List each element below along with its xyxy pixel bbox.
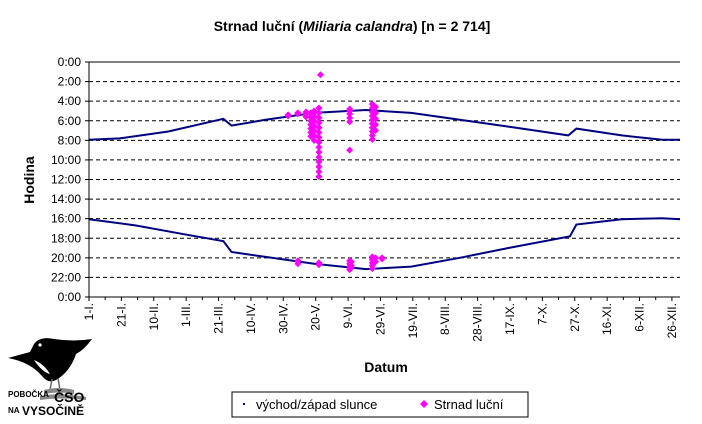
x-tick-label: 20-V. bbox=[309, 303, 323, 331]
logo-text-na: NA bbox=[8, 406, 20, 415]
observation-point bbox=[315, 153, 323, 161]
legend-diamond-marker bbox=[420, 400, 428, 408]
x-tick-label: 1-I. bbox=[82, 303, 96, 320]
organisation-logo: POBOČKA ČSO NA VYSOČINĚ bbox=[8, 338, 92, 418]
observation-point bbox=[315, 119, 323, 127]
x-tick-label: 28-VIII. bbox=[471, 303, 485, 342]
y-tick-label: 10:00 bbox=[51, 153, 81, 167]
y-tick-label: 0:00 bbox=[58, 290, 82, 304]
x-tick-label: 10-IV. bbox=[244, 303, 258, 334]
y-tick-label: 12:00 bbox=[51, 173, 81, 187]
y-tick-label: 22:00 bbox=[51, 270, 81, 284]
y-axis-title: Hodina bbox=[21, 156, 37, 204]
bird-observations bbox=[284, 71, 386, 274]
x-tick-label: 7-X. bbox=[535, 303, 549, 325]
observation-point bbox=[315, 114, 323, 122]
sun-lines bbox=[88, 108, 681, 271]
observation-point bbox=[315, 163, 323, 171]
x-tick-label: 19-VII. bbox=[406, 303, 420, 338]
legend-label-sun: východ/západ slunce bbox=[256, 397, 377, 412]
y-tick-label: 20:00 bbox=[51, 251, 81, 265]
x-tick-label: 17-IX. bbox=[503, 303, 517, 335]
bird-logo-icon bbox=[8, 338, 92, 400]
y-tick-label: 4:00 bbox=[58, 94, 82, 108]
observation-point bbox=[294, 260, 302, 268]
x-tick-marks bbox=[88, 297, 673, 301]
observation-point bbox=[346, 114, 354, 122]
y-tick-label: 0:00 bbox=[58, 55, 82, 69]
observation-point bbox=[315, 109, 323, 117]
chart-title: Strnad luční (Miliaria calandra) [n = 2 … bbox=[214, 18, 491, 34]
observation-point bbox=[368, 131, 376, 139]
observation-point bbox=[315, 148, 323, 156]
x-tick-label: 26-XII. bbox=[665, 303, 679, 338]
observation-point bbox=[368, 135, 376, 143]
observation-point bbox=[346, 110, 354, 118]
plot-area bbox=[85, 61, 681, 301]
logo-text-cso: ČSO bbox=[54, 388, 84, 405]
observation-point bbox=[315, 138, 323, 146]
observation-point bbox=[346, 118, 354, 126]
x-tick-label: 30-IV. bbox=[276, 303, 290, 334]
observation-point bbox=[372, 127, 380, 135]
sunset-line bbox=[88, 217, 681, 271]
observation-point bbox=[307, 121, 315, 129]
logo-text-pobocka: POBOČKA bbox=[8, 390, 49, 399]
observation-point bbox=[372, 115, 380, 123]
observation-point bbox=[372, 109, 380, 117]
observation-point bbox=[317, 71, 325, 79]
x-tick-label: 10-II. bbox=[147, 303, 161, 330]
x-tick-label: 27-X. bbox=[568, 303, 582, 332]
x-tick-label: 29-VI. bbox=[373, 303, 387, 335]
observation-point bbox=[347, 264, 355, 272]
observation-point bbox=[284, 112, 292, 120]
x-tick-label: 21-I. bbox=[114, 303, 128, 327]
x-axis-title: Datum bbox=[364, 359, 408, 375]
observation-point bbox=[315, 173, 323, 181]
x-tick-label: 21-III. bbox=[212, 303, 226, 334]
legend-line-marker bbox=[243, 403, 245, 405]
legend: východ/západ slunce Strnad luční bbox=[231, 391, 529, 418]
y-tick-label: 16:00 bbox=[51, 212, 81, 226]
observation-point bbox=[372, 254, 380, 262]
observation-point bbox=[315, 158, 323, 166]
legend-label-bird: Strnad luční bbox=[434, 397, 504, 412]
x-tick-label: 16-XI. bbox=[600, 303, 614, 335]
logo-text-vysocine: VYSOČINĚ bbox=[22, 403, 84, 418]
observation-point bbox=[347, 258, 355, 266]
y-tick-label: 18:00 bbox=[51, 231, 81, 245]
observation-point bbox=[315, 129, 323, 136]
observation-point bbox=[315, 133, 323, 141]
observation-point bbox=[315, 261, 323, 269]
observation-point bbox=[315, 168, 323, 176]
observation-point bbox=[315, 104, 323, 112]
x-tick-label: 6-XII. bbox=[633, 303, 647, 332]
x-tick-labels: 1-I. 21-I. 10-II. 1-III. 21-III. 10-IV. 30-IV.… bbox=[82, 303, 679, 342]
observation-point bbox=[372, 258, 380, 266]
gridlines bbox=[85, 61, 680, 298]
y-tick-label: 2:00 bbox=[58, 75, 82, 89]
observation-point bbox=[315, 124, 323, 132]
legend-box bbox=[231, 391, 529, 418]
observation-point bbox=[372, 121, 380, 129]
observation-point bbox=[346, 146, 354, 154]
x-tick-label: 9-VI. bbox=[341, 303, 355, 328]
y-tick-labels: 0:00 2:00 4:00 6:00 8:00 10:00 12:00 14:00 16:00… bbox=[51, 55, 81, 304]
sunrise-line bbox=[88, 108, 680, 141]
y-tick-label: 8:00 bbox=[58, 133, 82, 147]
observation-point bbox=[378, 255, 386, 263]
observation-point bbox=[294, 110, 302, 118]
observation-point bbox=[372, 103, 380, 111]
x-tick-label: 8-VIII. bbox=[438, 303, 452, 335]
observation-point bbox=[368, 265, 376, 273]
axes bbox=[88, 61, 680, 298]
y-tick-label: 14:00 bbox=[51, 192, 81, 206]
x-tick-label: 1-III. bbox=[179, 303, 193, 327]
observation-point bbox=[315, 143, 323, 151]
observation-point bbox=[302, 113, 310, 121]
y-tick-label: 6:00 bbox=[58, 114, 82, 128]
